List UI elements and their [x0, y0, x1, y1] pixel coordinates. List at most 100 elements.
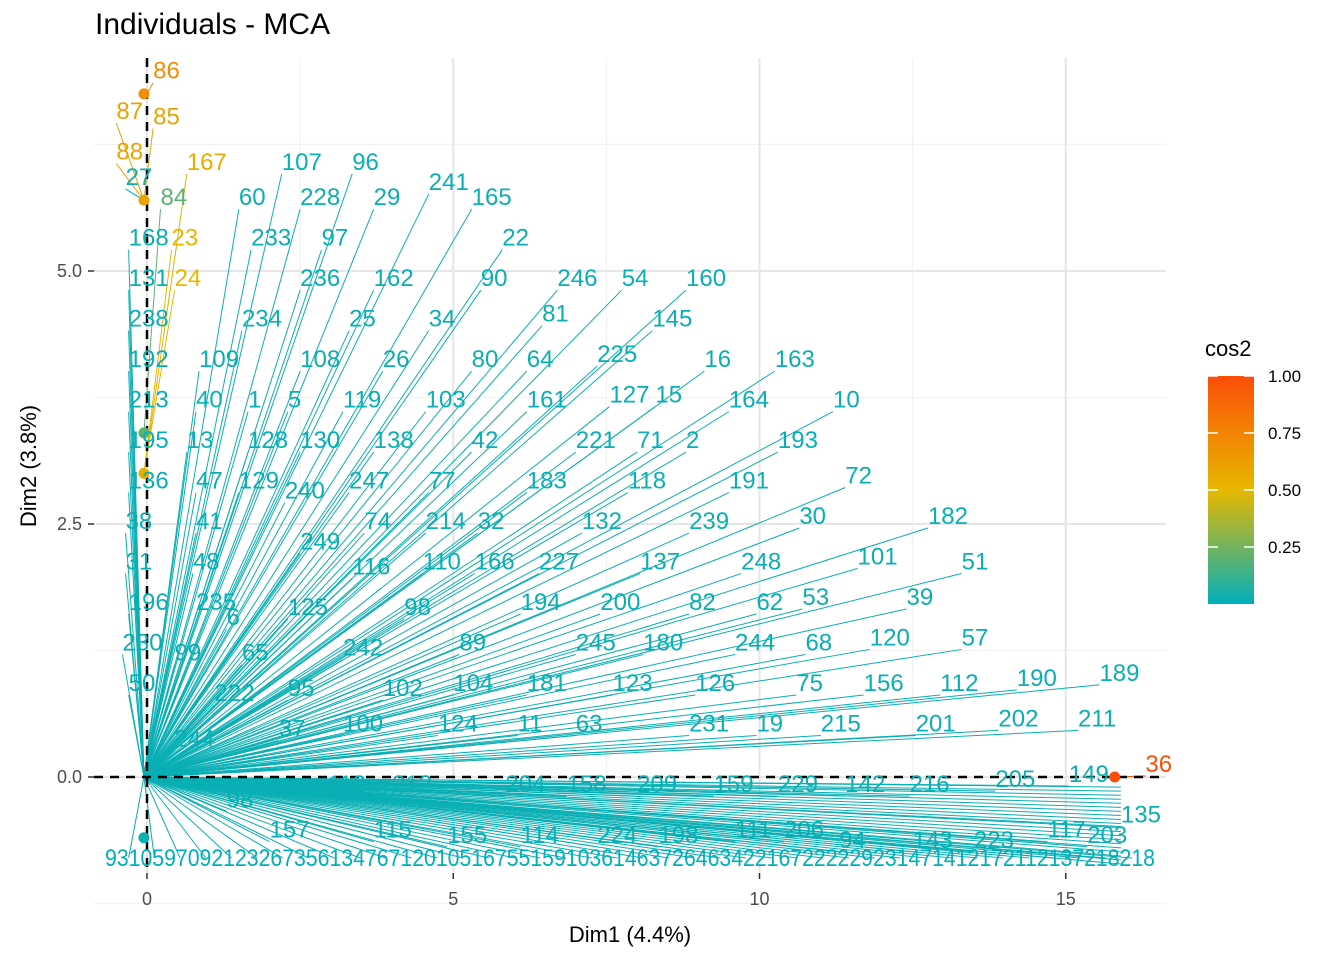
x-tick-label: 15 [1056, 889, 1076, 909]
label-leader-line [143, 608, 907, 778]
y-tick-label: 2.5 [57, 514, 82, 534]
cos2-legend: cos2 1.00 0.75 0.50 0.25 [1205, 336, 1301, 604]
label-leader-line [143, 776, 798, 859]
point-label: 112 [940, 670, 978, 697]
label-leader-line [143, 502, 286, 778]
point-label: 143 [913, 827, 953, 854]
point-label: 90 [481, 265, 508, 292]
label-leader-line [143, 699, 289, 778]
point-label: 87 [116, 98, 143, 125]
point-label: 114 [521, 822, 559, 849]
point-label: 203 [1087, 822, 1127, 849]
point-label: 240 [285, 478, 325, 505]
point-label: 86 [153, 58, 180, 85]
point-label: 116 [352, 554, 390, 581]
label-leader-line [143, 370, 473, 778]
point-label: 95 [288, 675, 315, 702]
reference-lines [94, 58, 1166, 873]
point-label: 231 [689, 710, 729, 737]
point-label: 198 [658, 822, 698, 849]
point-label: 82 [689, 589, 716, 616]
label-leader-line [143, 776, 772, 859]
point-label: 222 [214, 680, 254, 707]
label-leader-line [128, 694, 145, 778]
point-label: 194 [521, 589, 561, 616]
label-leader-line [143, 776, 258, 859]
point-label: 110 [423, 549, 461, 576]
point-label: 131 [129, 265, 169, 292]
point-label: 126 [695, 670, 735, 697]
point-label: 205 [995, 766, 1035, 793]
label-leader-line [143, 553, 301, 778]
label-leader-line [143, 729, 1079, 778]
legend-tick-label: 0.75 [1268, 424, 1301, 443]
label-leader-line [143, 451, 638, 778]
label-leader-line [143, 608, 803, 778]
label-leader-line [143, 325, 543, 778]
label-leader-line [143, 532, 197, 778]
label-leader-line [143, 776, 1121, 800]
point-label: 100 [343, 710, 383, 737]
point-label: 85 [153, 103, 180, 130]
point-label: 244 [735, 630, 775, 657]
label-leader-line [143, 776, 721, 859]
label-leader-line [143, 776, 592, 859]
label-leader-line [143, 406, 610, 778]
point-label: 71 [637, 427, 664, 454]
point-label: 196 [129, 589, 169, 616]
point-label: 16 [704, 346, 731, 373]
point-label: 77 [429, 468, 456, 495]
point-label: 109 [199, 346, 239, 373]
label-leader-line [143, 573, 540, 778]
label-leader-line [143, 776, 541, 859]
x-tick-label: 0 [142, 889, 152, 909]
point-label: 63 [576, 710, 603, 737]
label-leader-line [143, 776, 644, 859]
label-leader-line [143, 664, 176, 778]
label-leader-line [143, 289, 687, 778]
label-leader-line [143, 776, 1121, 861]
label-leader-line [143, 734, 518, 778]
point-label: 159 [714, 771, 754, 798]
point-label: 108 [300, 346, 340, 373]
point-label: 60 [239, 184, 266, 211]
label-leader-lines [115, 82, 1146, 865]
label-leader-line [143, 289, 558, 778]
label-leader-line [143, 532, 427, 778]
point-label: 225 [597, 341, 637, 368]
point-label: 128 [248, 427, 288, 454]
label-leader-line [143, 290, 176, 474]
label-leader-line [143, 776, 1121, 853]
label-leader-line [143, 694, 613, 778]
point-label: 120 [870, 624, 910, 651]
label-leader-line [143, 776, 1121, 833]
label-leader-line [143, 128, 154, 201]
y-tick-label: 5.0 [57, 261, 82, 281]
label-leader-line [143, 776, 618, 859]
point-label: 68 [805, 630, 832, 657]
label-leader-line [143, 370, 384, 778]
point-label: 22 [502, 225, 529, 252]
label-leader-line [143, 776, 515, 859]
x-axis-title: Dim1 (4.4%) [569, 922, 691, 947]
point-label: 229 [778, 771, 818, 798]
label-leader-line [143, 209, 375, 778]
point-label: 96 [352, 149, 379, 176]
label-leader-line [128, 776, 145, 859]
label-leader-line [143, 370, 528, 778]
point-label: 160 [686, 265, 726, 292]
point-label: 212 [392, 771, 432, 798]
label-leader-line [143, 330, 430, 778]
point-label: 204 [505, 771, 545, 798]
point-label: 191 [729, 468, 769, 495]
point-label: 180 [643, 630, 683, 657]
bottom-row-labels: 9310597092123267356134767120105167551591… [105, 845, 1155, 872]
point-label: 99 [175, 640, 202, 667]
point-label: 136 [129, 468, 169, 495]
point-label: 224 [597, 822, 637, 849]
point-label: 6 [227, 604, 240, 631]
label-leader-line [143, 776, 207, 859]
point-label: 72 [845, 463, 872, 490]
label-leader-line [143, 532, 583, 778]
point-label: 216 [910, 771, 950, 798]
